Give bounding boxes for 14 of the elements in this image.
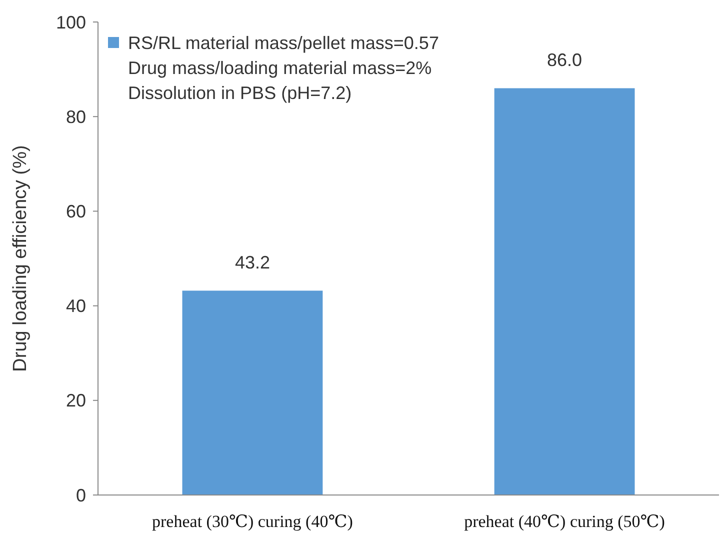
y-tick-label: 100 <box>56 12 86 32</box>
y-tick-label: 0 <box>76 485 86 506</box>
y-tick-label: 60 <box>66 202 86 222</box>
x-tick-label: preheat (40℃) curing (50℃) <box>464 512 665 531</box>
text: 43.2 <box>234 252 270 273</box>
y-axis-title: Drug loading efficiency (%) <box>10 145 31 372</box>
y-tick-label: 40 <box>66 296 86 316</box>
text: 86.0 <box>547 50 582 70</box>
annotation: Drug mass/loading material mass=2% <box>128 58 432 78</box>
legend-label: RS/RL material mass/pellet mass=0.57 <box>128 33 439 53</box>
y-tick-label: 20 <box>66 390 86 411</box>
x-tick-label: preheat (30℃) curing (40℃) <box>152 512 353 531</box>
annotation: Dissolution in PBS (pH=7.2) <box>128 83 352 103</box>
y-tick-label: 80 <box>66 106 86 127</box>
